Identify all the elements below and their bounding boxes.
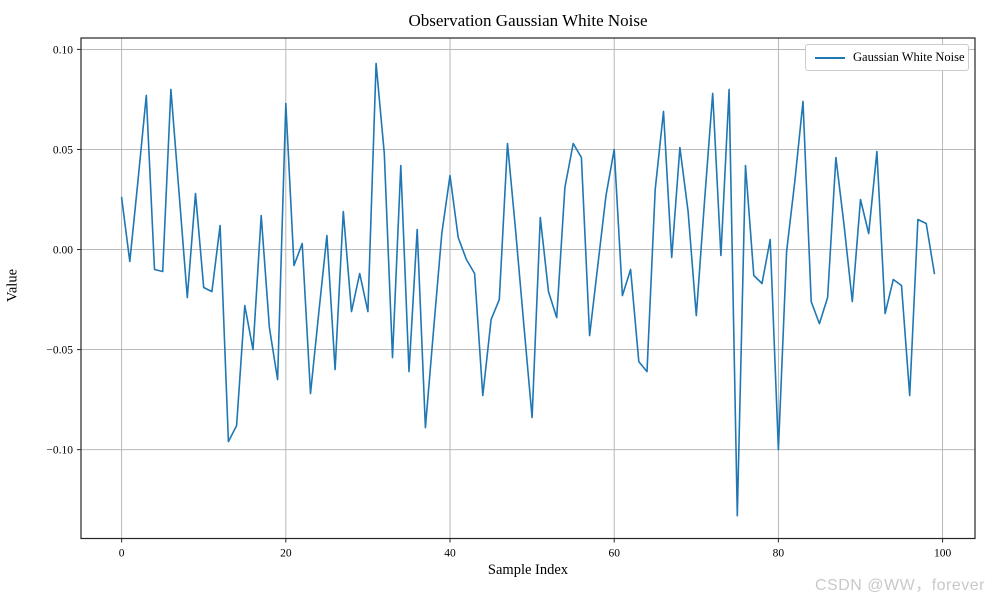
svg-text:80: 80 (773, 548, 785, 560)
svg-text:0.05: 0.05 (53, 144, 73, 156)
svg-text:−0.05: −0.05 (46, 345, 73, 357)
series-line-gaussian-white-noise (120, 62, 936, 517)
legend-label: Gaussian White Noise (853, 50, 965, 64)
x-axis-label: Sample Index (487, 562, 569, 578)
y-tick-labels: 0.10 0.05 0.00 −0.05 −0.10 (46, 44, 73, 456)
axis-ticks (77, 48, 944, 543)
svg-text:40: 40 (444, 548, 456, 560)
svg-text:0.00: 0.00 (53, 245, 73, 257)
x-tick-labels: 0 20 40 60 80 100 (119, 548, 952, 560)
gridlines (81, 38, 975, 539)
svg-text:60: 60 (608, 548, 620, 560)
svg-text:20: 20 (280, 548, 292, 560)
legend-line-swatch (815, 56, 845, 59)
y-axis-label: Value (4, 269, 21, 303)
chart-title: Observation Gaussian White Noise (408, 11, 648, 30)
svg-text:0.10: 0.10 (53, 44, 73, 56)
legend: Gaussian White Noise (805, 44, 969, 71)
plot-frame (80, 37, 976, 540)
svg-text:−0.10: −0.10 (46, 445, 73, 457)
svg-text:100: 100 (934, 548, 952, 560)
watermark-text: CSDN @WW，forever (814, 577, 985, 594)
svg-text:0: 0 (119, 548, 125, 560)
